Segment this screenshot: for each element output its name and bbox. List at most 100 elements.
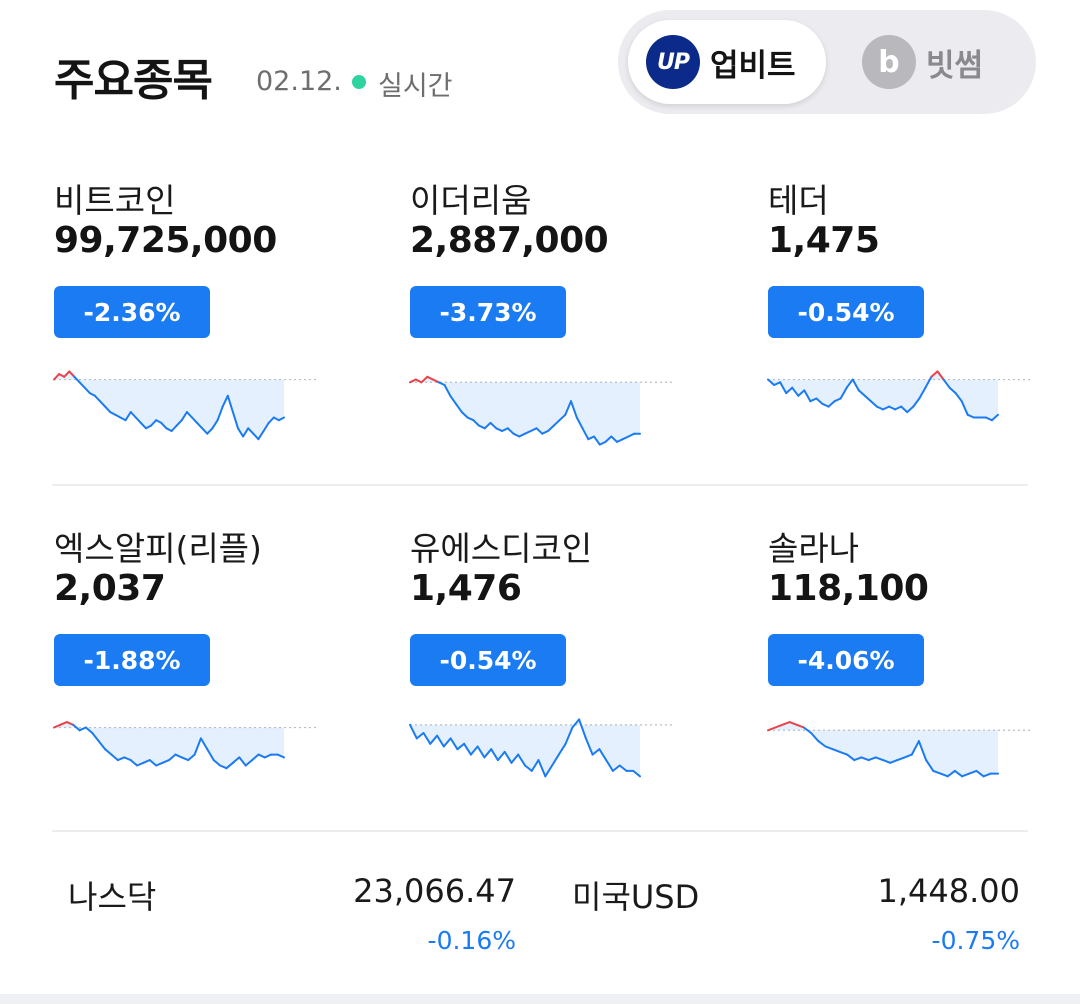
coin-card-xrp[interactable]: 엑스알피(리플) 2,037 -1.88% (53, 522, 354, 822)
sparkline-segment (833, 397, 842, 403)
exchange-label-upbit: 업비트 (710, 47, 796, 84)
sparkline-segment (809, 397, 818, 403)
sparkline-segment (142, 759, 151, 764)
sparkline-segment (155, 761, 164, 767)
sparkline-chart (53, 721, 316, 770)
index-change-usd: -0.75% (931, 926, 1020, 955)
sparkline-segment (443, 384, 452, 397)
exchange-option-upbit[interactable]: UP 업비트 (628, 20, 826, 104)
sparkline-segment (501, 427, 509, 432)
sparkline-segment (506, 427, 515, 435)
header: 주요종목 02.12. 실시간 UP 업비트 b 빗썸 (0, 0, 1080, 130)
sparkline-segment (571, 718, 581, 729)
row-divider (52, 830, 1028, 832)
sparkline-segment (277, 416, 285, 422)
sparkline-segment (591, 748, 601, 756)
coin-price: 1,476 (410, 568, 522, 609)
sparkline-segment (460, 411, 469, 419)
sparkline-segment (414, 378, 423, 384)
sparkline-segment (276, 753, 285, 759)
sparkline-segment (212, 759, 222, 767)
sparkline-segment (110, 753, 119, 762)
sparkline-segment (150, 419, 158, 427)
sparkline-segment (544, 764, 554, 778)
sparkline-segment (900, 405, 909, 414)
sparkline-segment (267, 416, 275, 424)
sparkline-segment (161, 759, 170, 764)
sparkline-segment (785, 386, 794, 395)
sparkline-segment (170, 424, 178, 432)
sparkline-segment (134, 416, 142, 424)
sparkline-segment (436, 734, 445, 748)
coin-card-bitcoin[interactable]: 비트코인 99,725,000 -2.36% (53, 174, 354, 474)
sparkline-segment (91, 732, 100, 743)
sparkline-segment (867, 756, 877, 762)
sparkline-segment (605, 759, 614, 772)
sparkline-segment (611, 764, 621, 772)
sparkline-segment (817, 740, 827, 748)
sparkline-segment (478, 424, 486, 430)
coin-name: 비트코인 (54, 181, 176, 220)
sparkline-segment (93, 394, 101, 403)
sparkline-segment (530, 759, 540, 772)
sparkline-segment (187, 753, 196, 762)
sparkline-segment (803, 389, 812, 403)
sparkline-segment (84, 726, 94, 734)
sparkline-segment (564, 726, 574, 745)
sparkline-segment (889, 759, 899, 764)
sparkline-segment (558, 413, 567, 422)
sparkline-area (768, 371, 998, 421)
sparkline-area (768, 722, 998, 777)
sparkline-segment (618, 764, 628, 772)
index-value-usd: 1,448.00 (877, 872, 1021, 910)
sparkline-segment (857, 389, 866, 397)
sparkline-segment (851, 378, 860, 392)
sparkline-segment (912, 397, 921, 408)
coin-card-solana[interactable]: 솔라나 118,100 -4.06% (767, 522, 1068, 822)
sparkline-segment (781, 721, 791, 726)
sparkline-segment (104, 748, 113, 756)
sparkline-segment (535, 427, 544, 435)
sparkline-chart (409, 375, 672, 446)
sparkline-segment (139, 421, 147, 430)
sparkline-segment (524, 430, 532, 435)
sparkline-segment (831, 748, 841, 753)
sparkline-segment (954, 392, 963, 403)
sparkline-segment (503, 750, 513, 764)
sparkline-segment (888, 405, 897, 411)
sparkline-segment (510, 753, 520, 764)
sparkline-segment (193, 737, 202, 756)
sparkline-segment (422, 732, 432, 745)
sparkline-segment (437, 381, 446, 386)
sparkline-segment (409, 378, 417, 384)
sparkline-segment (547, 424, 555, 432)
coin-name: 테더 (768, 181, 829, 220)
coin-card-tether[interactable]: 테더 1,475 -0.54% (767, 174, 1068, 474)
sparkline-segment (174, 753, 183, 759)
sparkline-segment (860, 756, 870, 762)
sparkline-segment (237, 427, 245, 438)
exchange-option-bithumb[interactable]: b 빗썸 (850, 20, 1030, 104)
index-name-nasdaq[interactable]: 나스닥 (68, 878, 157, 916)
index-name-usd[interactable]: 미국USD (572, 878, 700, 916)
sparkline-segment (953, 769, 964, 778)
sparkline-segment (610, 435, 618, 443)
sparkline-segment (466, 416, 475, 422)
coin-card-ethereum[interactable]: 이더리움 2,887,000 -3.73% (409, 174, 710, 474)
sparkline-segment (490, 748, 499, 762)
live-indicator-dot (352, 75, 366, 89)
sparkline-segment (196, 421, 204, 430)
sparkline-segment (262, 421, 270, 432)
sparkline-segment (925, 759, 935, 772)
sparkline-segment (946, 769, 956, 778)
sparkline-segment (869, 400, 878, 408)
sparkline-segment (773, 381, 782, 386)
sparkline-segment (83, 386, 91, 395)
sparkline-segment (551, 753, 560, 767)
sparkline-segment (578, 718, 587, 740)
coin-change-badge: -0.54% (410, 634, 566, 686)
sparkline-segment (124, 411, 132, 422)
coin-card-usdc[interactable]: 유에스디코인 1,476 -0.54% (409, 522, 710, 822)
bottom-band (0, 994, 1080, 1004)
sparkline-segment (415, 732, 425, 740)
